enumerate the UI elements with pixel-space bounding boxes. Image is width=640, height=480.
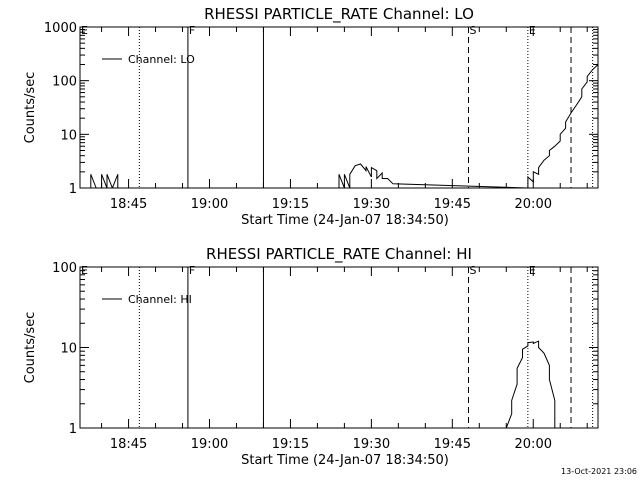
event-marker-label: S	[470, 264, 477, 277]
x-tick-label: 20:00	[515, 437, 552, 452]
y-tick-label: 10	[60, 128, 77, 143]
event-marker-label: E	[81, 24, 88, 37]
legend-entry: Channel: HI	[128, 293, 192, 306]
event-marker-label: E	[529, 24, 536, 37]
x-axis-label: Start Time (24-Jan-07 18:34:50)	[241, 213, 449, 228]
y-tick-label: 100	[52, 75, 77, 90]
panel-hi: RHESSI PARTICLE_RATE Channel: HI 1 10 100 18…	[23, 245, 599, 468]
x-tick-label: 19:15	[272, 197, 309, 212]
x-tick-label: 19:45	[434, 197, 471, 212]
x-axis-label: Start Time (24-Jan-07 18:34:50)	[241, 453, 449, 468]
y-axis-label: Counts/sec	[23, 72, 38, 144]
generation-timestamp: 13-Oct-2021 23:06	[561, 467, 637, 476]
panel-lo: RHESSI PARTICLE_RATE Channel: LO 1 10 100 10…	[23, 5, 599, 228]
x-tick-label: 19:30	[353, 197, 390, 212]
y-tick-label: 1000	[44, 21, 77, 36]
x-tick-label: 18:45	[110, 437, 147, 452]
y-tick-label: 10	[60, 342, 77, 357]
x-tick-label: 19:45	[434, 437, 471, 452]
legend-entry: Channel: LO	[128, 53, 195, 66]
chart-title: RHESSI PARTICLE_RATE Channel: HI	[206, 245, 472, 264]
event-marker-label: E	[81, 264, 88, 277]
y-axis-label: Counts/sec	[23, 312, 38, 384]
chart-title: RHESSI PARTICLE_RATE Channel: LO	[204, 5, 474, 24]
event-marker-label: S	[470, 24, 477, 37]
series-line	[505, 340, 556, 428]
event-marker-label: F	[189, 24, 195, 37]
y-tick-label: 1	[69, 182, 77, 197]
x-tick-label: 19:00	[191, 437, 228, 452]
x-tick-label: 19:00	[191, 197, 228, 212]
x-tick-label: 19:15	[272, 437, 309, 452]
x-tick-label: 18:45	[110, 197, 147, 212]
event-marker-label: F	[189, 264, 195, 277]
x-tick-label: 19:30	[353, 437, 390, 452]
y-tick-label: 100	[52, 261, 77, 276]
y-tick-label: 1	[69, 422, 77, 437]
series-line	[85, 62, 598, 188]
x-tick-label: 20:00	[515, 197, 552, 212]
event-marker-label: E	[529, 264, 536, 277]
